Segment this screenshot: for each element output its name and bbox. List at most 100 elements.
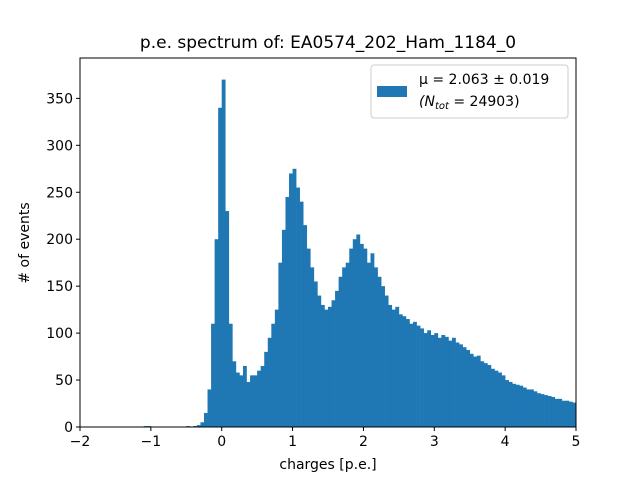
bar <box>345 262 350 427</box>
bar <box>267 337 272 427</box>
bar <box>413 321 417 427</box>
bar <box>498 372 502 427</box>
bar <box>515 384 520 427</box>
bar <box>232 361 237 427</box>
bar <box>459 344 463 427</box>
y-tick-label: 300 <box>46 138 73 154</box>
bar <box>320 304 325 427</box>
bar <box>299 201 304 427</box>
bar <box>285 196 290 427</box>
y-tick-label: 350 <box>46 91 73 107</box>
bar <box>281 229 286 427</box>
bar <box>260 365 265 427</box>
bar <box>289 173 293 427</box>
bar <box>370 253 375 427</box>
y-tick-label: 200 <box>46 232 73 248</box>
bar <box>328 306 332 427</box>
bar <box>561 400 566 427</box>
bar <box>331 300 336 427</box>
bar <box>324 309 329 427</box>
bar <box>448 340 453 427</box>
legend-note-sub: tot <box>435 101 450 112</box>
legend-note-prefix: (N <box>419 94 435 110</box>
bars <box>143 79 577 428</box>
bar <box>196 425 201 427</box>
y-tick-label: 0 <box>64 420 73 436</box>
bar <box>529 389 534 427</box>
bar <box>306 248 311 427</box>
legend-note-suffix: = 24903) <box>449 94 520 110</box>
bar <box>374 267 378 427</box>
bar <box>204 412 208 427</box>
legend: μ = 2.063 ± 0.019 (Ntot = 24903) <box>370 64 569 119</box>
bar <box>423 333 428 427</box>
legend-box <box>370 64 569 119</box>
bar <box>455 342 460 427</box>
bar <box>402 316 407 427</box>
bar <box>427 330 432 427</box>
bar <box>572 402 577 427</box>
bar <box>469 353 474 427</box>
bar <box>476 355 481 427</box>
bar <box>221 79 226 427</box>
y-tick-label: 50 <box>55 373 73 389</box>
bar <box>487 365 492 427</box>
bar <box>490 368 495 427</box>
bar <box>508 381 513 427</box>
bar <box>565 400 570 427</box>
chart-title: p.e. spectrum of: EA0574_202_Ham_1184_0 <box>140 33 516 53</box>
x-tick-label: −2 <box>70 434 91 450</box>
bar <box>257 370 261 427</box>
bar <box>218 107 223 427</box>
bar <box>391 309 396 427</box>
bar <box>395 306 400 427</box>
x-tick-label: −1 <box>141 434 162 450</box>
bar <box>239 375 244 427</box>
y-tick-label: 250 <box>46 185 73 201</box>
x-tick-label: 1 <box>288 434 297 450</box>
bar <box>296 187 300 427</box>
bar <box>551 396 556 427</box>
y-tick-label: 100 <box>46 326 73 342</box>
bar <box>558 398 563 427</box>
bar <box>434 333 439 427</box>
bar <box>409 323 414 427</box>
bar <box>366 262 371 427</box>
bar <box>274 309 279 427</box>
bar <box>225 211 230 427</box>
bar <box>526 389 531 427</box>
bar <box>338 276 343 427</box>
x-tick-label: 2 <box>359 434 368 450</box>
bar <box>430 334 435 427</box>
bar <box>437 337 442 427</box>
bar <box>473 356 478 427</box>
bar <box>554 398 559 427</box>
bar <box>313 281 318 427</box>
bar <box>483 363 488 427</box>
bar <box>200 422 205 427</box>
x-tick-label: 5 <box>572 434 581 450</box>
legend-swatch <box>377 86 407 97</box>
bar <box>264 351 269 427</box>
bar <box>544 395 548 427</box>
bar <box>537 393 541 427</box>
y-axis-label: # of events <box>17 202 33 283</box>
bar <box>547 396 552 427</box>
bar <box>405 319 410 427</box>
bar <box>278 262 283 427</box>
x-tick-label: 4 <box>501 434 510 450</box>
x-tick-label: 0 <box>217 434 226 450</box>
bar <box>416 325 421 427</box>
bar <box>522 387 527 427</box>
bar <box>242 365 247 427</box>
bar <box>349 248 354 427</box>
bar <box>342 267 347 427</box>
bar <box>377 276 382 427</box>
plot-frame <box>79 57 577 428</box>
bar <box>533 391 538 427</box>
bar <box>505 380 509 427</box>
y-tick-label: 150 <box>46 279 73 295</box>
bar <box>540 394 545 427</box>
bar <box>271 323 276 427</box>
bar <box>310 267 315 427</box>
